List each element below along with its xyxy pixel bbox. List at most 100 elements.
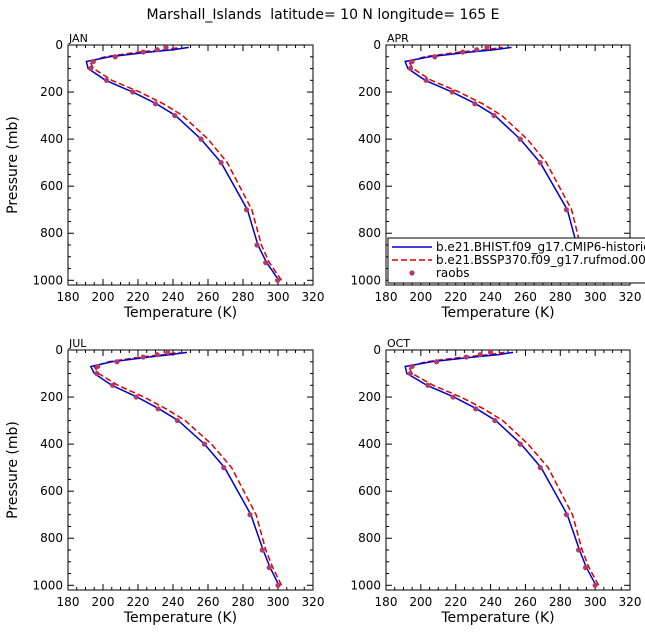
- raobs-point: [275, 277, 281, 283]
- y-tick-label: 200: [358, 390, 381, 404]
- raobs-point: [247, 512, 253, 518]
- ssp370-line: [407, 351, 600, 586]
- x-tick-label: 240: [479, 595, 502, 609]
- y-tick-label: 800: [40, 531, 63, 545]
- x-tick-label: 220: [127, 290, 150, 304]
- raobs-point: [592, 582, 598, 588]
- historical-line: [85, 46, 280, 281]
- x-axis-label: Temperature (K): [123, 610, 237, 626]
- raobs-point: [163, 45, 169, 50]
- raobs-point: [575, 547, 582, 553]
- y-tick-label: 0: [373, 38, 381, 52]
- x-tick-label: 180: [375, 290, 398, 304]
- raobs-point: [487, 350, 494, 355]
- legend-label: raobs: [436, 266, 470, 280]
- raobs-point: [140, 354, 146, 360]
- raobs-point: [477, 352, 483, 358]
- legend-label: b.e21.BHIST.f09_g17.CMIP6-historical: [436, 240, 645, 254]
- panel-apr: 180 200 220 240 260 280 300 320 0 200 400 600 800 100…: [350, 32, 641, 321]
- y-tick-label: 600: [40, 179, 63, 193]
- raobs-point: [198, 136, 204, 142]
- historical-line: [89, 351, 280, 586]
- y-tick-label: 0: [55, 38, 63, 52]
- panel-title: JUL: [68, 337, 87, 350]
- x-tick-label: 240: [479, 290, 502, 304]
- historical-line: [404, 46, 598, 281]
- raobs-point: [201, 441, 208, 447]
- raobs-point: [407, 65, 413, 72]
- raobs-point: [492, 417, 498, 424]
- legend: b.e21.BHIST.f09_g17.CMIP6-historicalb.e2…: [387, 237, 645, 284]
- raobs-point: [110, 382, 116, 388]
- x-tick-label: 320: [302, 595, 325, 609]
- raobs-point: [112, 54, 118, 60]
- legend-label: b.e21.BSSP370.f09_g17.rufmod.001: [436, 253, 645, 267]
- x-axis-label: Temperature (K): [440, 610, 554, 626]
- raobs-point: [94, 370, 100, 377]
- x-tick-label: 260: [197, 595, 220, 609]
- legend-marker: [409, 270, 415, 276]
- raobs-point: [517, 136, 523, 142]
- y-tick-label: 400: [358, 437, 381, 451]
- y-tick-label: 800: [40, 226, 63, 240]
- historical-line: [404, 351, 597, 586]
- raobs-point: [463, 354, 469, 360]
- x-tick-label: 220: [444, 595, 467, 609]
- plot-frame: [67, 349, 314, 591]
- x-tick-label: 280: [549, 290, 572, 304]
- x-tick-label: 300: [267, 290, 290, 304]
- raobs-point: [266, 565, 272, 571]
- raobs-point: [582, 565, 589, 571]
- x-tick-label: 200: [92, 595, 115, 609]
- raobs-point: [152, 101, 159, 107]
- raobs-point: [165, 350, 171, 355]
- raobs-point: [90, 58, 96, 65]
- raobs-point: [409, 363, 415, 370]
- panel-title: OCT: [387, 337, 410, 350]
- raobs-point: [537, 465, 543, 471]
- panels: 180 200 220 240 260 280 300 320 0 200 400 600 800 100…: [5, 32, 641, 626]
- x-tick-label: 180: [57, 290, 80, 304]
- y-tick-label: 800: [358, 531, 381, 545]
- raobs-point: [114, 359, 120, 365]
- ssp370-line: [88, 46, 283, 281]
- raobs-point: [484, 45, 490, 50]
- y-tick-label: 1000: [32, 578, 63, 592]
- y-tick-label: 1000: [350, 578, 381, 592]
- raobs-point: [423, 77, 429, 83]
- raobs-point: [460, 49, 466, 55]
- raobs-point: [275, 582, 281, 588]
- raobs-point: [88, 65, 94, 72]
- raobs-point: [103, 77, 110, 83]
- raobs-point: [472, 101, 478, 107]
- ssp370-line: [93, 351, 283, 586]
- x-tick-label: 320: [619, 595, 642, 609]
- plot-area: [404, 350, 600, 588]
- panel-title: APR: [387, 32, 409, 45]
- x-tick-label: 240: [162, 595, 185, 609]
- raobs-point: [155, 406, 161, 412]
- raobs-point: [133, 394, 139, 400]
- x-tick-label: 200: [409, 290, 432, 304]
- x-tick-label: 280: [232, 595, 255, 609]
- raobs-point: [425, 382, 431, 388]
- raobs-point: [140, 49, 146, 55]
- plot-area: [89, 350, 283, 588]
- ssp370-line: [407, 46, 601, 281]
- raobs-point: [474, 47, 480, 53]
- x-tick-label: 220: [127, 595, 150, 609]
- x-tick-label: 220: [444, 290, 467, 304]
- y-tick-label: 0: [373, 343, 381, 357]
- y-tick-label: 1000: [350, 273, 381, 287]
- raobs-point: [409, 58, 415, 65]
- plot-frame: [385, 349, 631, 591]
- y-tick-label: 1000: [32, 273, 63, 287]
- x-tick-label: 300: [584, 595, 607, 609]
- raobs-point: [254, 242, 260, 248]
- y-tick-label: 200: [40, 85, 63, 99]
- x-tick-label: 180: [57, 595, 80, 609]
- raobs-point: [263, 260, 269, 266]
- plot-area: [85, 45, 283, 283]
- raobs-point: [407, 370, 413, 377]
- legend-box: [387, 237, 645, 284]
